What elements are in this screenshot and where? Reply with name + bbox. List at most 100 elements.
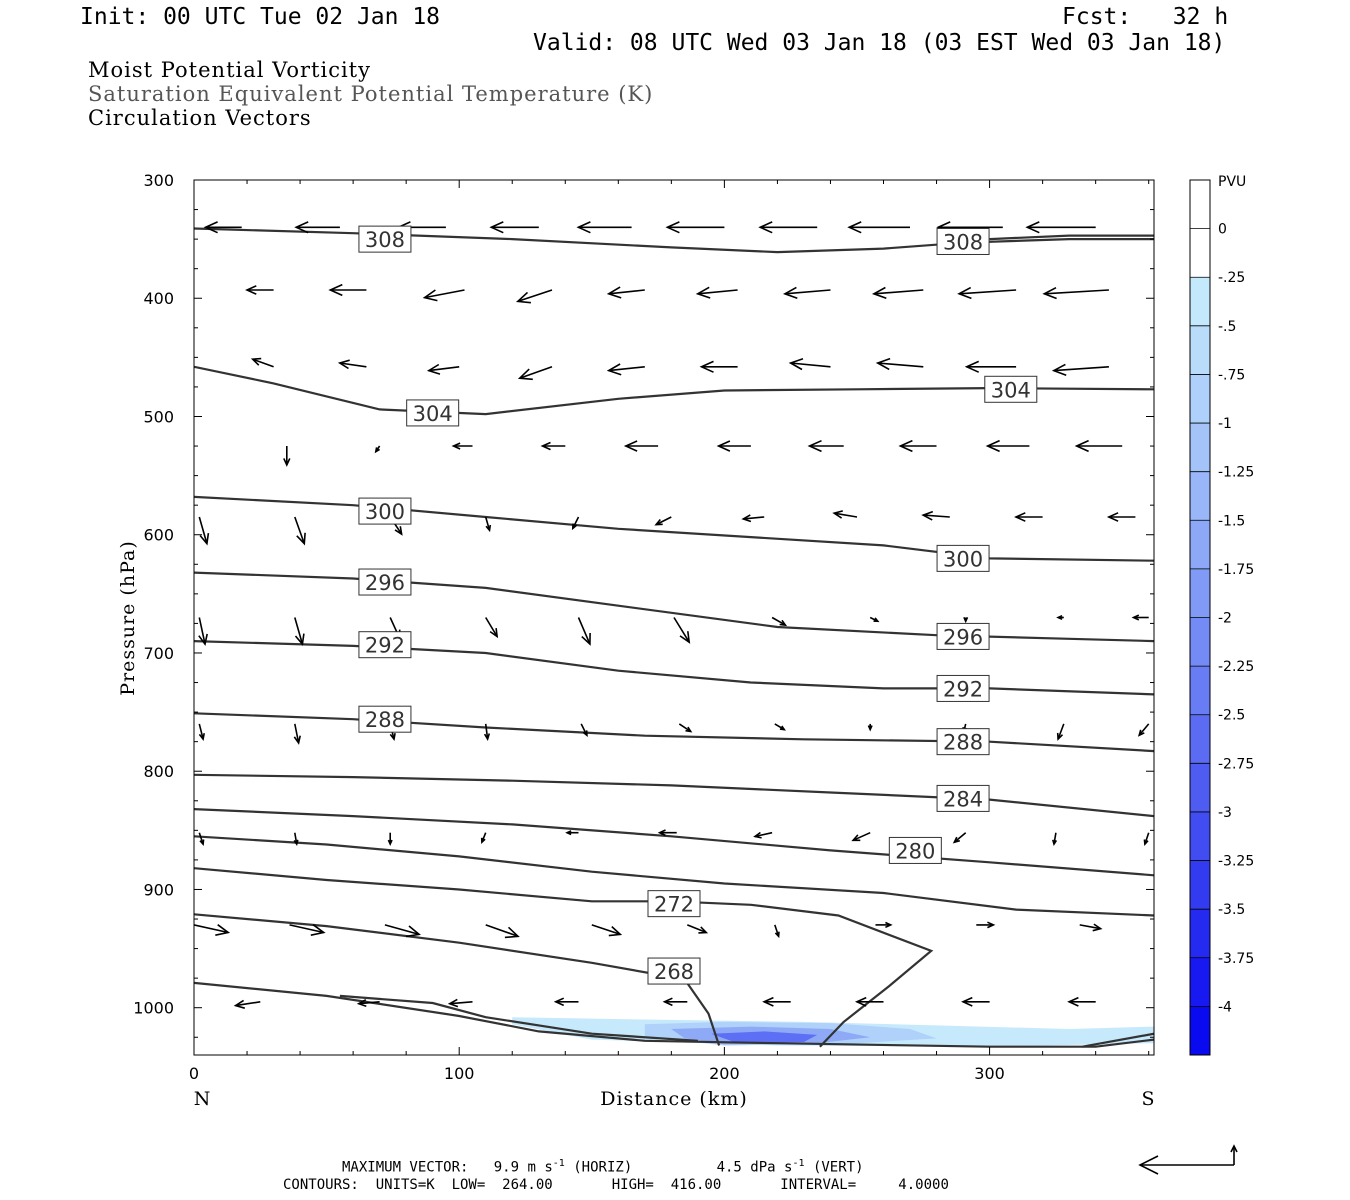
vector-head	[608, 926, 623, 937]
x-axis-label: Distance (km)	[600, 1088, 748, 1110]
circulation-vector	[517, 289, 553, 303]
contour-label-box	[647, 890, 701, 918]
x-right-end-label: S	[1141, 1088, 1154, 1110]
vector-head	[921, 510, 934, 521]
contour-label: 296	[943, 625, 983, 649]
circulation-vector	[294, 516, 306, 544]
vector-head	[807, 439, 822, 453]
vector-head	[294, 633, 305, 646]
circulation-vector	[953, 832, 967, 843]
colorbar-tick-label: -.25	[1218, 270, 1245, 286]
vector-head	[623, 440, 638, 452]
axes: 300 400 500 600 700 800 900 1000 0 100 200 300	[133, 171, 1154, 1083]
circulation-vector	[484, 723, 489, 740]
max-horiz-tag: (HORIZ)	[573, 1159, 633, 1176]
circulation-vector	[580, 723, 588, 736]
theta-es-contours	[194, 227, 1154, 1048]
circulation-vector	[577, 617, 591, 645]
forecast-hour: Fcst: 32 h	[1062, 4, 1229, 30]
circulation-vector	[519, 366, 553, 379]
colorbar-tick-label: -1	[1218, 416, 1232, 432]
vector-head	[716, 440, 731, 452]
vector-head	[699, 360, 714, 373]
contour-label-box	[358, 225, 412, 253]
contour-label-box	[936, 544, 990, 572]
reference-vector	[1138, 1144, 1238, 1175]
max-vector-line: MAXIMUM VECTOR: 9.9 m s-1 (HORIZ) 4.5 dP…	[342, 1158, 864, 1176]
title-vectors: Circulation Vectors	[88, 106, 312, 130]
x-left-end-label: N	[194, 1088, 211, 1110]
vector-head	[1014, 512, 1026, 522]
vector-head	[1042, 286, 1057, 300]
circulation-vector	[873, 289, 924, 295]
circulation-vector	[790, 362, 831, 368]
reference-vertical-head	[1230, 1144, 1238, 1153]
colorbar-swatch	[1190, 325, 1210, 375]
vector-head	[788, 358, 804, 371]
circulation-vector	[959, 289, 1017, 295]
x-tick-label: 200	[709, 1064, 740, 1083]
contour-info: CONTOURS: UNITS=K LOW= 264.00 HIGH= 416.…	[283, 1177, 949, 1193]
contour-line-unlabeled	[339, 994, 698, 1042]
vector-head	[517, 368, 533, 381]
circulation-vector	[1053, 366, 1109, 372]
colorbar: PVU 0 -.25 -.5 -.75 -1 -1.25 -1.5 -1.75 -2 -2.25 -2…	[1189, 174, 1254, 1056]
contour-label: 304	[413, 402, 453, 426]
vector-head	[515, 291, 531, 304]
x-tick-label: 300	[974, 1064, 1005, 1083]
vector-head	[885, 921, 893, 929]
contour-label: 292	[943, 677, 983, 701]
circulation-vector	[424, 289, 465, 299]
vector-head	[867, 725, 873, 732]
colorbar-tick-label: -1.5	[1218, 513, 1245, 529]
vector-head	[426, 363, 441, 375]
y-tick-label: 300	[143, 171, 174, 190]
circulation-vector	[1057, 723, 1065, 740]
contour-line-284	[194, 773, 1154, 818]
vector-head	[489, 221, 504, 234]
contour-label-box	[984, 375, 1038, 403]
vector-head	[571, 523, 578, 531]
colorbar-tick-label: -.5	[1218, 319, 1236, 335]
vector-head	[504, 926, 520, 939]
circulation-vector	[484, 516, 491, 531]
circulation-vector	[198, 723, 204, 740]
vector-head	[1067, 996, 1079, 1007]
colorbar-tick-label: -3.5	[1218, 902, 1245, 918]
vector-head	[447, 998, 459, 1008]
contour-line-292	[194, 640, 1154, 696]
circulation-vector	[697, 289, 738, 295]
title-theta-es: Saturation Equivalent Potential Temperat…	[88, 82, 654, 106]
contour-label-box	[358, 568, 412, 596]
vector-head	[758, 221, 773, 234]
contour-label: 308	[365, 228, 405, 252]
circulation-vector	[743, 516, 765, 520]
contour-label: 304	[991, 378, 1031, 402]
circulation-vector	[608, 366, 645, 372]
contour-label-box	[358, 631, 412, 659]
title-mpv: Moist Potential Vorticity	[88, 58, 371, 82]
colorbar-swatch	[1190, 763, 1210, 813]
contour-label-box	[936, 674, 990, 702]
valid-time: Valid: 08 UTC Wed 03 Jan 18 (03 EST Wed …	[533, 30, 1226, 56]
contour-label-box	[936, 227, 990, 255]
circulation-vector	[572, 516, 580, 529]
y-axis-label: Pressure (hPa)	[117, 540, 139, 696]
contour-label: 268	[654, 960, 694, 984]
vector-head	[854, 996, 867, 1007]
max-vector-label: MAXIMUM VECTOR:	[342, 1159, 469, 1176]
contour-label-box	[647, 957, 701, 985]
circulation-vector	[754, 831, 773, 838]
circulation-vector	[852, 831, 871, 842]
contour-line-308	[194, 227, 1154, 254]
vector-head	[389, 733, 396, 741]
pvu-shade-3	[711, 1031, 818, 1044]
vector-head	[198, 633, 208, 647]
vector-head	[1052, 839, 1058, 847]
colorbar-swatch	[1190, 666, 1210, 716]
vector-head	[405, 925, 421, 938]
max-vert-tag: (VERT)	[812, 1159, 864, 1176]
contour-line-296	[194, 571, 1154, 643]
circulation-vector	[923, 514, 950, 518]
colorbar-swatch	[1190, 1006, 1210, 1056]
